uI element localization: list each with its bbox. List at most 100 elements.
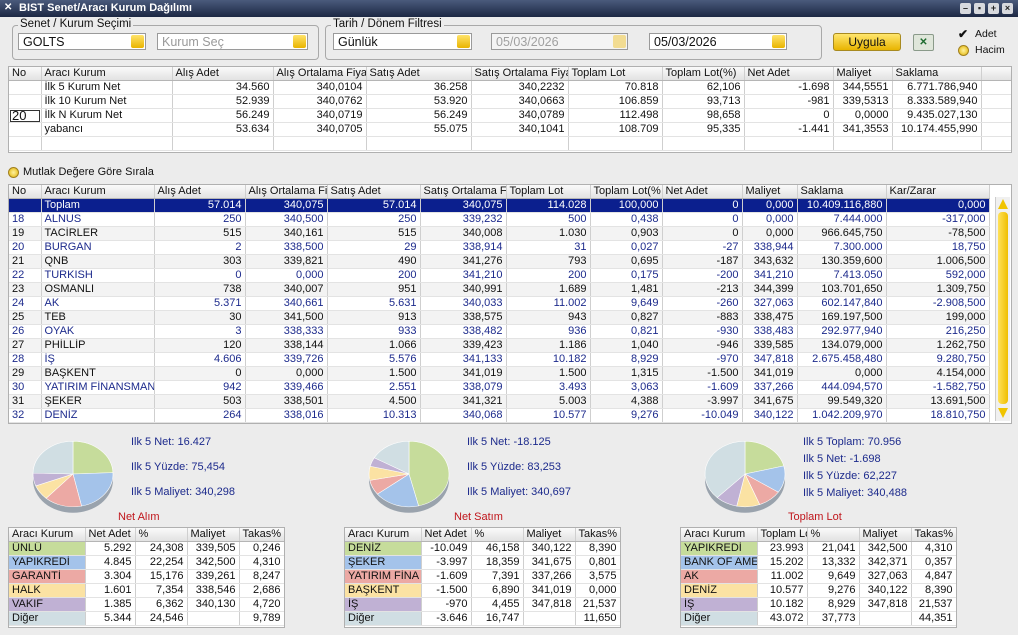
table-cell: 1.030 [506,226,591,241]
table-row[interactable]: yabancı 53.634 340,0705 55.075 340,1041 108.7… [9,122,1011,137]
apply-button[interactable]: Uygula [833,33,901,51]
table-row[interactable]: İŞ 10.182 8,929 347,818 21,537 [681,597,956,612]
table-row[interactable]: YATIRIM FİNA -1.609 7,391 337,266 3,575 [345,569,620,584]
close-button[interactable]: × [1002,3,1013,14]
table-cell: 0 [662,198,743,213]
pie-slice [744,440,785,475]
table-row[interactable]: 21 QNB 303 339,821 490 341,276 793 0,695 -187 343… [9,254,990,269]
table-row[interactable]: Diğer -3.646 16,747 11,650 [345,611,620,626]
table-cell: 34.560 [172,80,274,95]
unit-option[interactable]: Hacim [958,43,1013,57]
table-row[interactable]: İlk 5 Kurum Net 34.560 340,0104 36.258 340,2… [9,80,1011,95]
table-row[interactable]: 22 TURKISH 0 0,000 200 341,210 200 0,175 -200 341… [9,268,990,283]
table-cell: İlk 5 Kurum Net [41,80,173,95]
sort-option[interactable]: Mutlak Değere Göre Sırala [8,166,308,180]
table-row[interactable]: 18 ALNUS 250 340,500 250 339,232 500 0,438 0 0,00… [9,212,990,227]
table-cell: DENİZ [681,583,758,598]
table-cell: 10.577 [757,583,808,598]
stat-text: Ilk 5 Toplam: 70.956 [803,436,902,448]
table-cell: 8,390 [911,583,956,598]
table-row[interactable]: 23 OSMANLI 738 340,007 951 340,991 1.689 1,481-… [9,282,990,297]
scrollbar[interactable] [995,197,1010,421]
table-row[interactable]: 32 DENİZ 264 338,016 10.313 340,068 10.577 9,27… [9,408,990,423]
table-cell: -1.500 [662,366,743,381]
radio[interactable] [8,167,19,178]
table-row[interactable]: ŞEKER -3.997 18,359 341,675 0,801 [345,555,620,570]
close-icon[interactable]: ✕ [4,2,13,13]
table-row[interactable]: 28 İŞ 4.606 339,726 5.576 341,133 10.182 8,929-… [9,352,990,367]
table-row[interactable]: YAPIKREDİ 4.845 22,254 342,500 4,310 [9,555,284,570]
table-cell: 108.709 [568,122,663,137]
table-cell: 1.500 [506,366,591,381]
table-row[interactable]: ÜNLÜ 5.292 24,308 339,505 0,246 [9,541,284,556]
scroll-thumb[interactable] [998,212,1008,404]
table-cell: 338,016 [245,408,328,423]
table-row[interactable]: BANK OF AME 15.202 13,332 342,371 0,357 [681,555,956,570]
unit-option[interactable]: ✔ Adet [958,27,1013,41]
table-cell: 27 [9,338,42,353]
table-row[interactable]: İŞ -970 4,455 347,818 21,537 [345,597,620,612]
table-row[interactable]: 30 YATIRIM FİNANSMAN 942 339,466 2.551 338,07… [9,380,990,395]
table-row[interactable]: 19 TACİRLER 515 340,161 515 340,008 1.030 0,903… [9,226,990,241]
end-date[interactable]: 05/03/2026 [649,33,787,50]
excel-button[interactable]: ✕ [913,34,934,51]
table-cell: 22,254 [135,555,188,570]
minimize-button[interactable]: – [960,3,971,14]
table-cell: 9,789 [239,611,284,626]
table-cell: 15,176 [135,569,188,584]
table-cell: 339,423 [420,338,507,353]
table-row[interactable]: 20 İlk N Kurum Net 56.249 340,0719 56.249 340… [9,108,1011,123]
table-cell: 340,122 [523,541,576,556]
table-row[interactable]: 24 AK 5.371 340,661 5.631 340,033 11.002 9,649-… [9,296,990,311]
table-cell: 0 [744,108,834,123]
table-row[interactable]: DENİZ 10.577 9,276 340,122 8,390 [681,583,956,598]
table-row[interactable]: 29 BAŞKENT 0 0,000 1.500 341,019 1.500 1,315 -1.… [9,366,990,381]
scroll-up[interactable] [998,199,1008,209]
table-row[interactable]: 27 PHİLLİP 120 338,144 1.066 339,423 1.186 1,04… [9,338,990,353]
table-row[interactable]: 20 BURGAN 2 338,500 29 338,914 31 0,027 -27 338,9… [9,240,990,255]
table-cell: 338,475 [742,310,798,325]
table-row[interactable]: Diğer 43.072 37,773 44,351 [681,611,956,626]
table-row[interactable]: İlk 10 Kurum Net 52.939 340,0762 53.920 340,… [9,94,1011,109]
table-cell: 0,175 [590,268,663,283]
table-cell: 4.606 [154,352,246,367]
pie-chart [704,440,786,513]
table-row[interactable]: 31 ŞEKER 503 338,501 4.500 341,321 5.003 4,388-… [9,394,990,409]
table-cell: 134.079,000 [797,338,887,353]
table-cell: 5.292 [85,541,136,556]
column-header: Takas% [575,528,620,542]
table-cell: 340,033 [420,296,507,311]
stock-combo[interactable]: GOLTS [18,33,146,50]
table-row[interactable]: BAŞKENT -1.500 6,890 341,019 0,000 [345,583,620,598]
table-cell: 25 [9,310,42,325]
table-row[interactable]: GARANTİ 3.304 15,176 339,261 8,247 [9,569,284,584]
table-cell: 18.810,750 [886,408,990,423]
table-cell: 30 [154,310,246,325]
table-cell: 0,000 [245,366,328,381]
table-row[interactable]: YAPIKREDİ 23.993 21,041 342,500 4,310 [681,541,956,556]
table-row[interactable]: AK 11.002 9,649 327,063 4,847 [681,569,956,584]
table-row[interactable]: HALK 1.601 7,354 338,546 2,686 [9,583,284,598]
table-row[interactable]: VAKIF 1.385 6,362 340,130 4,720 [9,597,284,612]
blank-row [9,136,1011,151]
table-cell: 337,266 [742,380,798,395]
period-combo[interactable]: Günlük [333,33,472,50]
table-cell: 338,079 [420,380,507,395]
table-cell: 9,276 [807,583,860,598]
maximize-button[interactable]: + [988,3,999,14]
scroll-down[interactable] [998,408,1008,418]
table-row[interactable]: 26 OYAK 3 338,333 933 338,482 936 0,821 -930 338,… [9,324,990,339]
table-cell: 943 [506,310,591,325]
table-row[interactable]: Diğer 5.344 24,546 9,789 [9,611,284,626]
table-cell: -1.609 [421,569,472,584]
table-cell: 11,650 [575,611,620,626]
table-row[interactable]: Toplam 57.014 340,075 57.014 340,075 114.028 1… [9,198,990,213]
column-header: Aracı Kurum [681,528,758,542]
table-row[interactable]: DENİZ -10.049 46,158 340,122 8,390 [345,541,620,556]
broker-combo[interactable]: Kurum Seç [157,33,308,50]
table-cell: 11.002 [757,569,808,584]
table-row[interactable]: 25 TEB 30 341,500 913 338,575 943 0,827 -883 338,… [9,310,990,325]
restore-button[interactable]: ▪ [974,3,985,14]
table-cell: 26 [9,324,42,339]
column-header: Maliyet [187,528,240,542]
